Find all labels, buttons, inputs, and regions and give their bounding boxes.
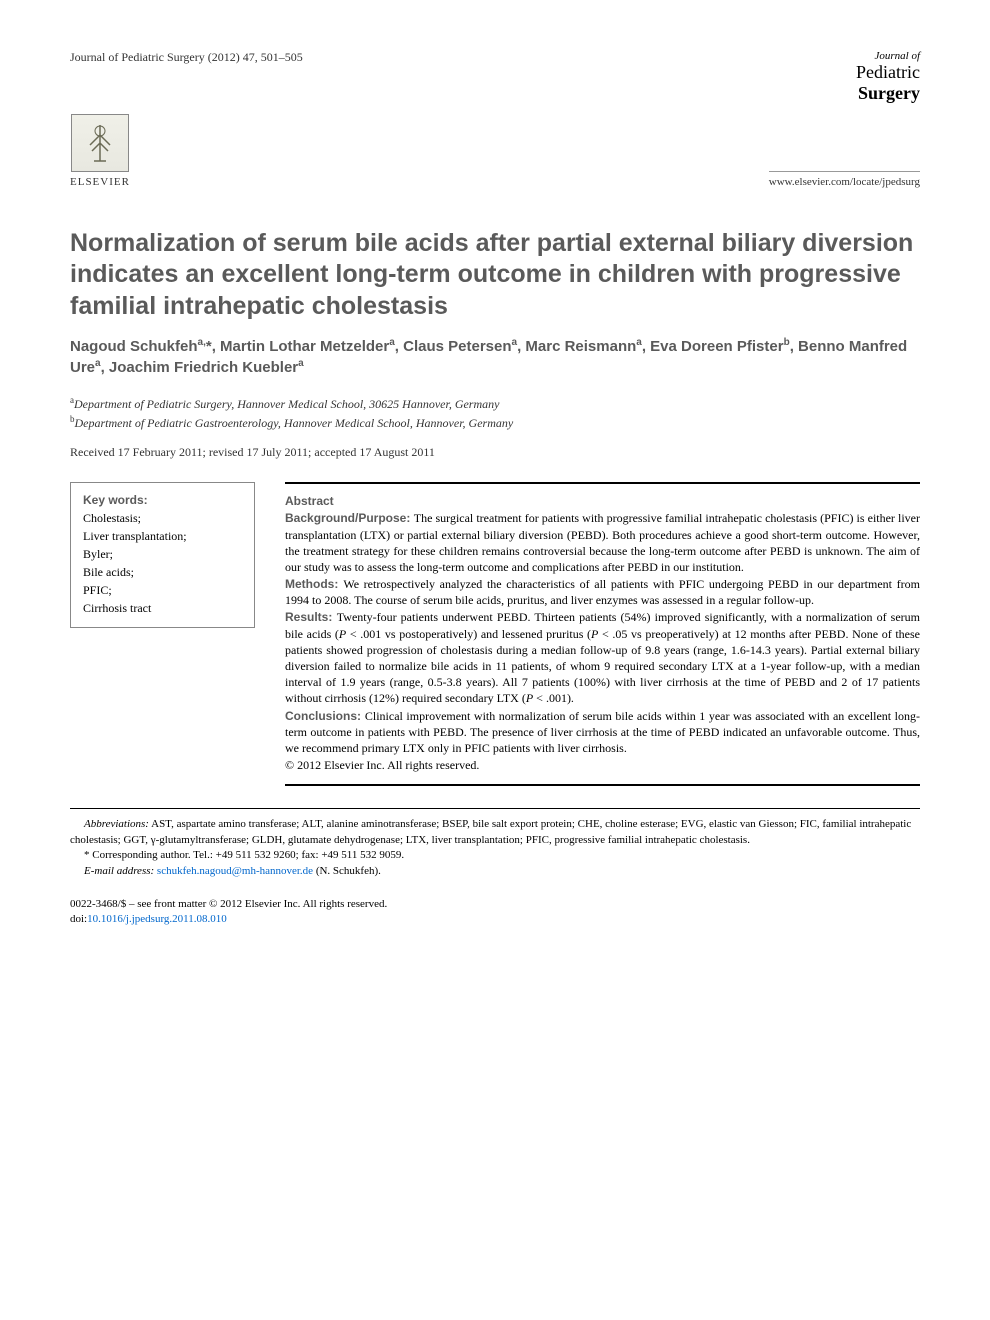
footer-info: 0022-3468/$ – see front matter © 2012 El… — [70, 897, 920, 928]
keyword-item: PFIC; — [83, 581, 242, 599]
abbreviations: Abbreviations: AST, aspartate amino tran… — [70, 817, 920, 848]
elsevier-tree-icon — [71, 114, 129, 172]
elsevier-logo: ELSEVIER — [70, 114, 130, 188]
abstract-section: Background/Purpose: The surgical treatme… — [285, 510, 920, 575]
citation: Journal of Pediatric Surgery (2012) 47, … — [70, 50, 303, 65]
abstract-section: Results: Twenty-four patients underwent … — [285, 609, 920, 706]
keyword-item: Cirrhosis tract — [83, 599, 242, 617]
journal-brand-line2: Pediatric — [856, 62, 920, 83]
doi-link[interactable]: 10.1016/j.jpedsurg.2011.08.010 — [87, 913, 227, 925]
keyword-item: Bile acids; — [83, 563, 242, 581]
affiliation: aDepartment of Pediatric Surgery, Hannov… — [70, 394, 920, 413]
keyword-item: Byler; — [83, 545, 242, 563]
journal-brand-line1: Journal of — [856, 50, 920, 62]
abstract-box: Abstract Background/Purpose: The surgica… — [285, 482, 920, 786]
journal-brand-line3: Surgery — [856, 83, 920, 104]
abstract-section: Methods: We retrospectively analyzed the… — [285, 576, 920, 608]
footnotes: Abbreviations: AST, aspartate amino tran… — [70, 808, 920, 879]
issn-line: 0022-3468/$ – see front matter © 2012 El… — [70, 897, 920, 912]
keyword-item: Liver transplantation; — [83, 527, 242, 545]
keyword-item: Cholestasis; — [83, 509, 242, 527]
email-line: E-mail address: schukfeh.nagoud@mh-hanno… — [70, 864, 920, 879]
doi-line: doi:10.1016/j.jpedsurg.2011.08.010 — [70, 912, 920, 927]
abstract-title: Abstract — [285, 494, 920, 508]
article-dates: Received 17 February 2011; revised 17 Ju… — [70, 445, 920, 460]
abstract-section: Conclusions: Clinical improvement with n… — [285, 708, 920, 757]
journal-brand: Journal of Pediatric Surgery — [856, 50, 920, 104]
keywords-title: Key words: — [83, 493, 242, 507]
affiliation: bDepartment of Pediatric Gastroenterolog… — [70, 413, 920, 432]
email-link[interactable]: schukfeh.nagoud@mh-hannover.de — [157, 865, 313, 877]
corresponding-author: * Corresponding author. Tel.: +49 511 53… — [70, 848, 920, 863]
journal-url[interactable]: www.elsevier.com/locate/jpedsurg — [769, 171, 920, 188]
authors: Nagoud Schukfeha,*, Martin Lothar Metzel… — [70, 336, 920, 378]
keywords-box: Key words: Cholestasis;Liver transplanta… — [70, 482, 255, 628]
elsevier-label: ELSEVIER — [70, 176, 130, 188]
article-title: Normalization of serum bile acids after … — [70, 228, 920, 322]
affiliations: aDepartment of Pediatric Surgery, Hannov… — [70, 394, 920, 432]
abstract-copyright: © 2012 Elsevier Inc. All rights reserved… — [285, 757, 920, 773]
